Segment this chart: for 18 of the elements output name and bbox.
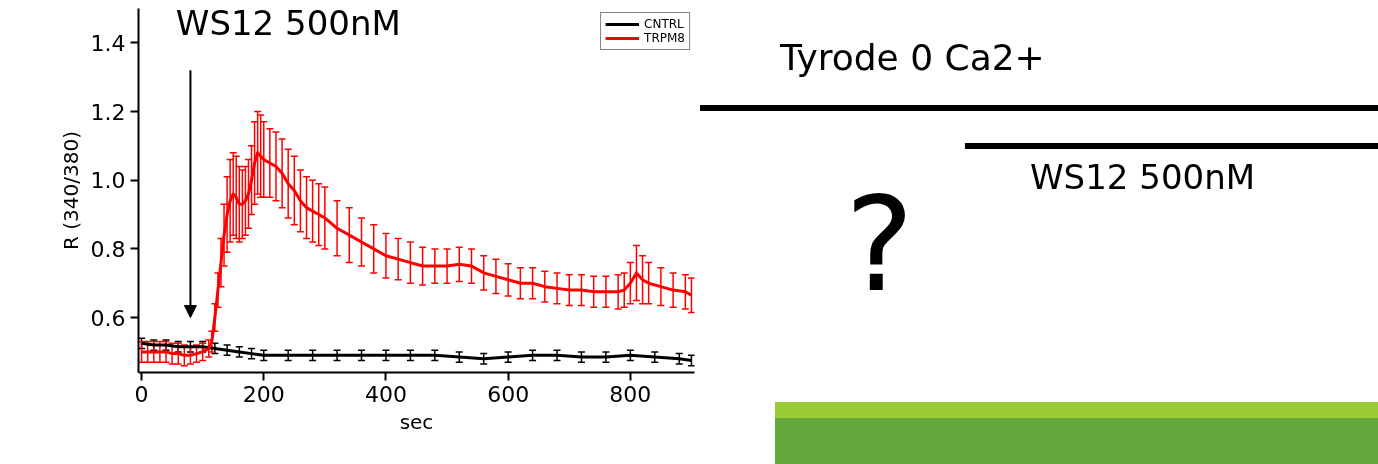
legend-label: TRPM8 xyxy=(644,31,685,45)
annotation: WS12 500nM xyxy=(175,2,401,43)
legend-label: CNTRL xyxy=(644,17,684,31)
x-tick-label: 600 xyxy=(487,381,530,407)
x-axis-title: sec xyxy=(399,409,434,434)
y-tick-label: 0.6 xyxy=(90,305,126,331)
text: Tyrode 0 Ca2+ xyxy=(780,37,1045,78)
text: ? xyxy=(845,169,914,321)
y-tick-label: 0.8 xyxy=(90,236,126,262)
x-tick-label: 0 xyxy=(134,381,149,407)
y-tick-label: 1.0 xyxy=(90,168,126,194)
x-tick-label: 400 xyxy=(364,381,407,407)
text: WS12 500nM xyxy=(1030,157,1256,197)
x-tick-label: 800 xyxy=(609,381,652,407)
y-tick-label: 1.4 xyxy=(90,30,126,56)
x-tick-label: 200 xyxy=(242,381,285,407)
y-axis-title: R (340/380) xyxy=(58,131,83,250)
y-tick-label: 1.2 xyxy=(90,99,126,125)
